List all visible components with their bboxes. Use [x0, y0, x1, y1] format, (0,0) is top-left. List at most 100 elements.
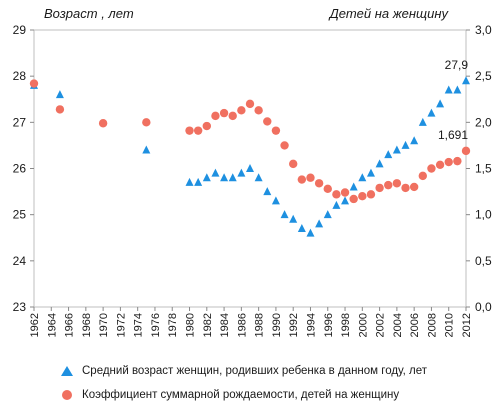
fertility-point — [401, 183, 410, 193]
x-tick-label: 1962 — [29, 313, 41, 337]
age-point — [436, 99, 445, 108]
fertility-point — [358, 192, 367, 201]
fertility-point — [211, 111, 220, 121]
x-tick-label: 2002 — [375, 313, 387, 337]
x-tick-label: 2004 — [392, 313, 404, 337]
age-point — [194, 177, 203, 186]
fertility-point — [185, 126, 194, 135]
fertility-point — [254, 106, 263, 115]
fertility-point — [55, 105, 65, 114]
x-tick-label: 1994 — [305, 313, 317, 337]
x-tick-label: 1990 — [271, 313, 283, 337]
fertility-point — [29, 79, 39, 88]
fertility-point — [453, 156, 462, 166]
y-right-tick-label: 0,0 — [475, 300, 492, 314]
age-point — [185, 177, 194, 186]
fertility-point — [263, 117, 272, 126]
age-point — [55, 90, 64, 99]
x-tick-label: 1996 — [323, 313, 335, 337]
y-left-axis-title: Возраст , лет — [44, 6, 134, 21]
age-point — [306, 228, 315, 237]
x-tick-label: 1966 — [64, 313, 76, 337]
x-tick-label: 1992 — [288, 313, 300, 337]
fertility-point — [332, 190, 341, 199]
y-right-tick-label: 1,0 — [475, 208, 492, 222]
y-right-tick-label: 2,0 — [475, 115, 492, 129]
age-point — [323, 210, 332, 219]
fertility-point — [392, 179, 402, 188]
x-tick-label: 1986 — [236, 313, 248, 337]
y-left-tick-label: 23 — [13, 300, 27, 314]
fertility-point — [461, 146, 471, 156]
x-tick-label: 1974 — [133, 313, 145, 337]
age-point — [384, 150, 393, 159]
age-point — [289, 214, 298, 223]
age-point — [366, 168, 375, 177]
legend-fertility-label: Коэффициент суммарной рождаемости, детей… — [82, 389, 400, 401]
age-point — [271, 196, 280, 205]
x-tick-label: 2008 — [426, 313, 438, 337]
x-tick-label: 1984 — [219, 313, 231, 337]
age-point — [349, 182, 358, 191]
fertility-point — [297, 175, 307, 184]
age-point — [228, 173, 237, 182]
y-left-tick-label: 27 — [13, 115, 27, 129]
age-point — [142, 145, 151, 154]
y-left-tick-label: 24 — [13, 254, 27, 268]
age-point — [280, 210, 289, 219]
fertility-point — [271, 126, 281, 135]
fertility-point — [409, 182, 419, 192]
age-point — [297, 224, 306, 233]
age-point — [202, 173, 211, 182]
y-right-axis-title: Детей на женщину — [329, 6, 448, 21]
fertility-point — [142, 118, 151, 127]
x-tick-label: 1968 — [81, 313, 93, 337]
age-point — [418, 117, 427, 126]
fertility-point — [314, 179, 324, 188]
age-point — [341, 196, 350, 205]
age-point — [453, 85, 462, 94]
x-tick-label: 1972 — [115, 313, 127, 337]
fertility-point — [98, 119, 108, 128]
age-point — [358, 173, 367, 182]
age-point — [410, 136, 419, 145]
fertility-point — [375, 183, 384, 193]
fertility-point — [219, 108, 229, 118]
fertility-point — [202, 121, 211, 131]
legend-entry-fertility: Коэффициент суммарной рождаемости, детей… — [60, 389, 399, 401]
y-left-tick-label: 26 — [13, 162, 27, 176]
x-tick-label: 2012 — [461, 313, 473, 337]
y-left-tick-label: 25 — [13, 208, 27, 222]
age-point — [254, 173, 263, 182]
fertility-point — [444, 157, 453, 167]
fertility-point — [435, 160, 445, 170]
legend-entry-age: Средний возраст женщин, родивших ребенка… — [60, 365, 427, 377]
legend-triangle-icon — [60, 365, 74, 377]
fertility-point — [245, 99, 255, 109]
x-tick-label: 1998 — [340, 313, 352, 337]
fertility-point — [193, 126, 203, 135]
x-tick-label: 1988 — [254, 313, 266, 337]
fertility-point — [237, 106, 246, 115]
fertility-point — [366, 190, 376, 199]
legend-age-label: Средний возраст женщин, родивших ребенка… — [82, 365, 428, 377]
fertility-point — [349, 194, 358, 204]
age-point — [332, 200, 341, 209]
x-tick-label: 2010 — [444, 313, 456, 337]
x-tick-label: 2006 — [409, 313, 421, 337]
age-point — [211, 168, 220, 177]
fertility-point — [323, 184, 332, 194]
y-right-tick-label: 1,5 — [475, 162, 492, 176]
x-tick-label: 1982 — [202, 313, 214, 337]
fertility-point — [384, 180, 393, 190]
y-left-tick-label: 29 — [13, 23, 27, 37]
x-tick-label: 2000 — [357, 313, 369, 337]
data-label: 27,9 — [445, 58, 469, 72]
fertility-point — [306, 173, 315, 182]
fertility-point — [228, 111, 237, 121]
age-point — [401, 140, 410, 149]
age-point — [392, 145, 401, 154]
fertility-point — [280, 141, 289, 150]
